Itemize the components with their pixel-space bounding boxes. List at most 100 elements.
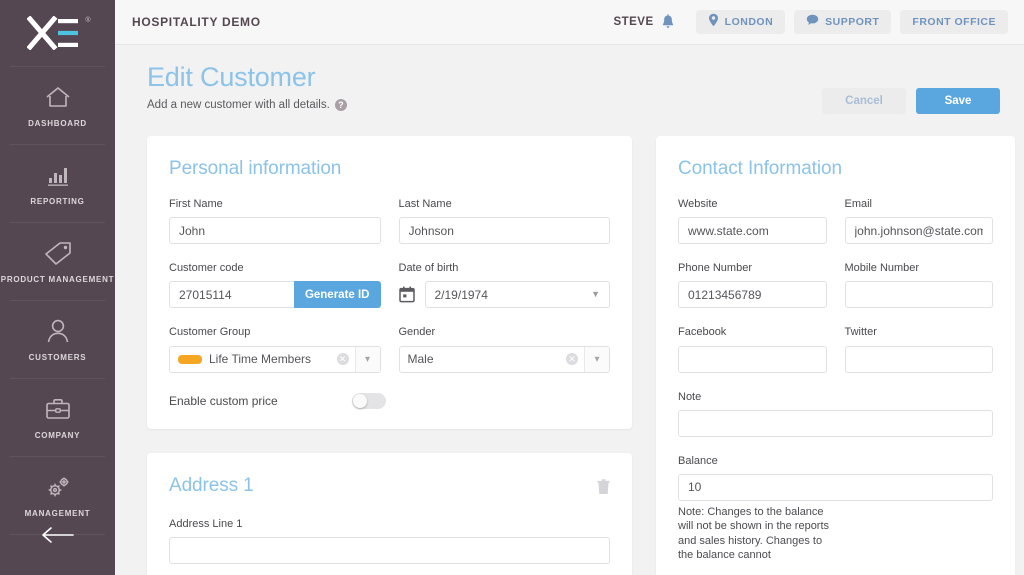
gender-body: Male [400,352,567,366]
sidebar-item-label: DASHBOARD [28,119,87,128]
facebook-twitter-row: Facebook Twitter [678,326,993,373]
xe-logo-icon: ® [25,15,91,51]
email-input[interactable] [844,217,993,245]
page-header: Edit Customer Add a new customer with al… [115,45,1024,114]
bell-icon[interactable] [661,14,675,30]
gender-select[interactable]: Male ✕ ▾ [398,345,610,373]
personal-information-card: Personal information First Name Last Nam… [147,136,632,429]
email-field: Email [844,198,993,245]
email-label: Email [844,198,873,210]
address-1-card: Address 1 Address Line 1 [147,452,632,575]
briefcase-icon [43,395,73,423]
clear-icon[interactable]: ✕ [566,353,578,366]
customer-group-body: Life Time Members [170,352,337,366]
right-column: Contact Information Website Email [656,136,1015,575]
pill-label: FRONT OFFICE [912,16,996,28]
user-name[interactable]: STEVE [613,16,654,28]
sidebar-divider [10,66,105,67]
sidebar-item-company[interactable]: COMPANY [0,379,115,456]
card-title: Address 1 [169,474,254,496]
bar-chart-icon [44,161,72,189]
location-pill[interactable]: LONDON [695,10,786,34]
date-of-birth-label: Date of birth [398,262,459,275]
mobile-number-input[interactable] [844,281,993,309]
phone-number-input[interactable] [678,281,827,309]
name-row: First Name Last Name [169,198,610,245]
page-title: Edit Customer [147,62,316,92]
calendar-icon[interactable] [398,286,415,303]
sidebar-item-product-management[interactable]: PRODUCT MANAGEMENT [0,223,115,300]
group-gender-row: Customer Group Life Time Members ✕ ▾ [169,326,610,373]
card-title: Personal information [169,158,342,179]
registered-mark: ® [85,17,91,24]
balance-row: Balance Note: Changes to the balance wil… [678,455,993,563]
website-input[interactable] [678,217,827,245]
first-name-input[interactable] [169,217,381,245]
save-button[interactable]: Save [916,88,1000,114]
enable-custom-price-toggle[interactable] [352,392,386,409]
chevron-down-icon: ▼ [591,289,600,300]
tag-icon [43,239,73,267]
customer-group-value: Life Time Members [209,352,312,367]
gender-value: Male [407,352,434,367]
chat-bubble-icon [806,13,819,31]
page-subtitle-row: Add a new customer with all details. ? [147,99,822,112]
facebook-input[interactable] [678,345,827,373]
contact-information-card: Contact Information Website Email [656,136,1015,575]
balance-label: Balance [678,454,718,467]
trash-icon[interactable] [597,475,610,500]
main-area: HOSPITALITY DEMO STEVE LONDON SUPPORT FR… [115,0,1024,575]
facebook-label: Facebook [678,326,727,339]
last-name-input[interactable] [398,217,610,245]
sidebar-divider [10,300,105,301]
sidebar-item-customers[interactable]: CUSTOMERS [0,301,115,378]
mobile-number-label: Mobile Number [844,262,920,275]
date-of-birth-group: 2/19/1974 ▼ [398,281,610,309]
page-header-left: Edit Customer Add a new customer with al… [147,62,822,112]
first-name-field: First Name [169,198,381,245]
twitter-input[interactable] [844,345,993,373]
phone-number-field: Phone Number [678,262,827,309]
first-name-label: First Name [169,198,223,210]
phone-mobile-row: Phone Number Mobile Number [678,262,993,309]
support-pill[interactable]: SUPPORT [794,10,892,34]
balance-input[interactable] [678,473,993,501]
sidebar-item-label: MANAGEMENT [24,509,91,518]
address-line-1-field: Address Line 1 [169,518,610,564]
date-of-birth-value: 2/19/1974 [434,287,488,302]
twitter-field: Twitter [844,326,993,373]
sidebar-item-management[interactable]: MANAGEMENT [0,457,115,534]
customer-group-field: Customer Group Life Time Members ✕ ▾ [169,326,381,373]
generate-id-button[interactable]: Generate ID [293,281,381,309]
sidebar-item-label: COMPANY [34,431,81,440]
date-of-birth-select[interactable]: 2/19/1974 ▼ [424,281,610,309]
chevron-down-icon[interactable]: ▾ [354,346,380,372]
address-line-1-input[interactable] [169,536,610,564]
chevron-down-icon[interactable]: ▾ [584,346,609,372]
cancel-button[interactable]: Cancel [822,88,906,114]
help-icon[interactable]: ? [334,99,347,112]
facebook-field: Facebook [678,326,827,373]
clear-icon[interactable]: ✕ [336,353,349,366]
sidebar-item-label: PRODUCT MANAGEMENT [0,275,115,284]
customer-code-input[interactable] [169,281,294,309]
customer-group-select[interactable]: Life Time Members ✕ ▾ [169,345,381,373]
sidebar-collapse-button[interactable] [0,509,115,565]
pill-label: LONDON [724,16,774,28]
phone-number-label: Phone Number [678,262,752,275]
sidebar-item-reporting[interactable]: REPORTING [0,145,115,222]
note-label: Note [678,390,702,403]
website-email-row: Website Email [678,198,993,245]
mobile-number-field: Mobile Number [844,262,993,309]
pill-label: SUPPORT [825,16,880,28]
sidebar-divider [10,222,105,223]
page-actions: Cancel Save [822,88,1000,114]
enable-custom-price-row: Enable custom price [169,392,610,409]
app-logo[interactable]: ® [0,0,115,66]
note-input[interactable] [678,409,993,437]
website-label: Website [678,198,718,210]
sidebar-item-dashboard[interactable]: DASHBOARD [0,67,115,144]
front-office-pill[interactable]: FRONT OFFICE [900,10,1008,34]
customer-code-group: Generate ID [169,281,381,309]
customer-code-field: Customer code Generate ID [169,262,381,309]
